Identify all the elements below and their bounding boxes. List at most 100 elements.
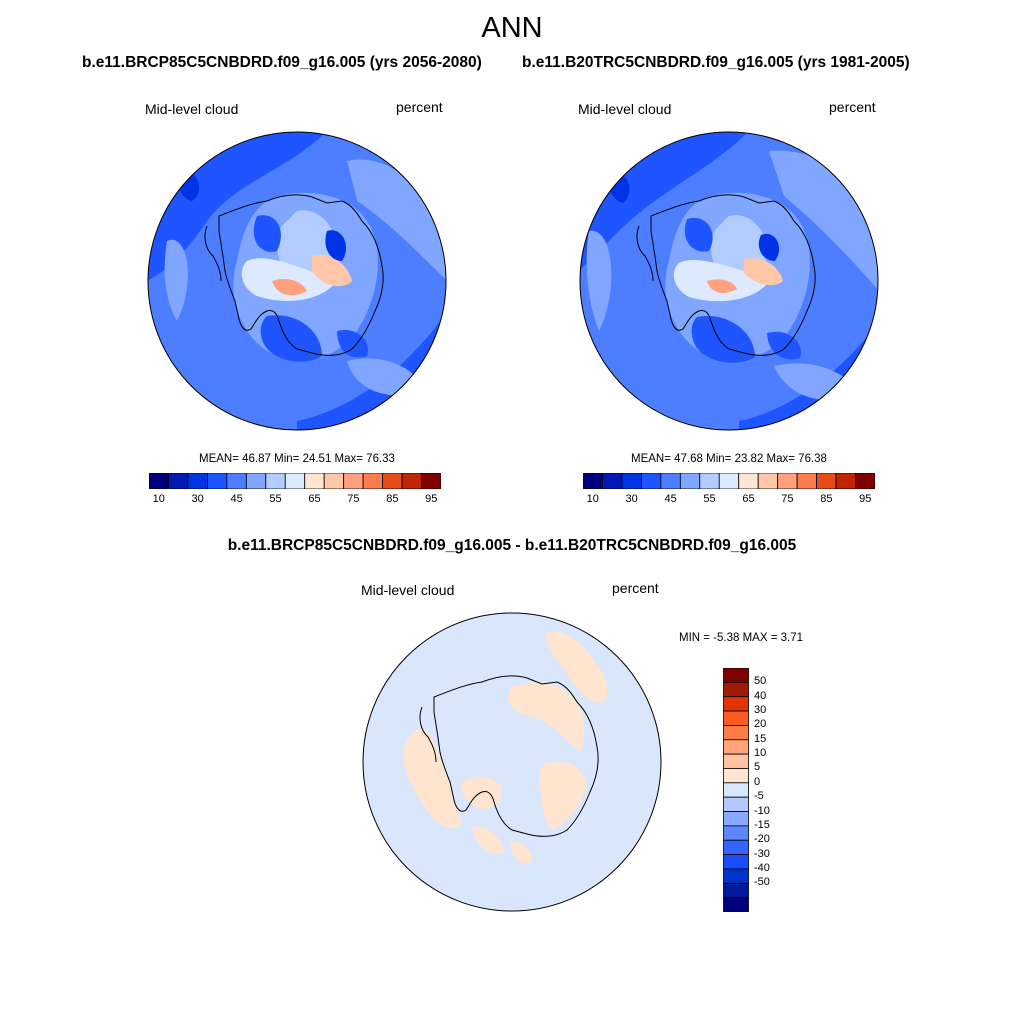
diff-colorbar-swatch — [723, 753, 749, 769]
colorbar-swatch — [777, 473, 798, 489]
panel2-colorbar-ticks: 10 30 45 55 65 75 85 95 — [583, 493, 875, 509]
diff-title: b.e11.BRCP85C5CNBDRD.f09_g16.005 - b.e11… — [227, 537, 797, 554]
colorbar-swatch — [660, 473, 681, 489]
diff-colorbar-swatch — [723, 739, 749, 755]
colorbar-tick-label: 45 — [230, 493, 243, 505]
diff-colorbar-swatch — [723, 854, 749, 870]
diff-colorbar-swatch — [723, 825, 749, 841]
colorbar-swatch — [207, 473, 228, 489]
colorbar-swatch — [362, 473, 383, 489]
panel2-stats: MEAN= 47.68 Min= 23.82 Max= 76.38 — [631, 453, 827, 465]
panel1-variable-label: Mid-level cloud — [145, 101, 239, 117]
diff-colorbar-swatch — [723, 868, 749, 884]
diff-colorbar-tick-label: -30 — [754, 847, 770, 860]
colorbar-tick-label: 45 — [664, 493, 677, 505]
colorbar-swatch — [757, 473, 779, 489]
panel1-colorbar-ticks: 10 30 45 55 65 75 85 95 — [149, 493, 441, 509]
panel2-polar-map — [579, 131, 879, 431]
colorbar-tick-label: 30 — [625, 493, 638, 505]
diff-colorbar-tick-label: -15 — [754, 818, 770, 831]
colorbar-swatch — [245, 473, 267, 489]
panel2-units-label: percent — [829, 99, 876, 115]
diff-colorbar-swatch — [723, 725, 749, 741]
colorbar-swatch — [641, 473, 662, 489]
diff-colorbar-tick-label: -5 — [754, 790, 764, 803]
diff-colorbar-swatch — [723, 668, 749, 683]
colorbar-swatch — [284, 473, 306, 489]
colorbar-tick-label: 30 — [191, 493, 204, 505]
colorbar-swatch — [401, 473, 422, 489]
diff-colorbar-tick-label: 30 — [754, 704, 767, 717]
diff-polar-map — [362, 612, 662, 912]
diff-colorbar-tick-label: 5 — [754, 761, 761, 774]
diff-colorbar-tick-label: -40 — [754, 861, 770, 874]
colorbar-tick-label: 55 — [703, 493, 716, 505]
colorbar-swatch — [718, 473, 740, 489]
colorbar-swatch — [323, 473, 345, 489]
diff-colorbar-swatch — [723, 839, 749, 855]
diff-colorbar-swatch — [723, 796, 749, 812]
colorbar-tick-label: 10 — [586, 493, 599, 505]
diff-colorbar-swatch — [723, 897, 749, 912]
colorbar-swatch — [621, 473, 642, 489]
colorbar-tick-label: 10 — [152, 493, 165, 505]
colorbar-swatch — [855, 473, 875, 489]
colorbar-tick-label: 95 — [425, 493, 438, 505]
diff-units-label: percent — [612, 580, 659, 596]
colorbar-swatch — [816, 473, 837, 489]
figure-title: ANN — [481, 12, 543, 44]
colorbar-tick-label: 65 — [308, 493, 321, 505]
panel1-units-label: percent — [396, 99, 443, 115]
diff-colorbar-tick-label: 15 — [754, 732, 767, 745]
diff-colorbar — [723, 668, 749, 912]
colorbar-tick-label: 75 — [781, 493, 794, 505]
diff-colorbar-swatch — [723, 768, 749, 784]
panel1-colorbar — [149, 473, 441, 489]
colorbar-swatch — [835, 473, 856, 489]
colorbar-swatch — [226, 473, 247, 489]
diff-colorbar-swatch — [723, 882, 749, 899]
colorbar-swatch — [382, 473, 403, 489]
colorbar-swatch — [583, 473, 603, 489]
diff-colorbar-tick-label: 40 — [754, 689, 767, 702]
colorbar-swatch — [168, 473, 189, 489]
diff-colorbar-tick-label: -20 — [754, 833, 770, 846]
panel2-case-title: b.e11.B20TRC5CNBDRD.f09_g16.005 (yrs 198… — [522, 54, 910, 71]
colorbar-swatch — [265, 473, 286, 489]
diff-colorbar-tick-label: -50 — [754, 876, 770, 889]
diff-colorbar-tick-label: 50 — [754, 675, 767, 688]
colorbar-tick-label: 75 — [347, 493, 360, 505]
colorbar-tick-label: 65 — [742, 493, 755, 505]
diff-colorbar-swatch — [723, 710, 749, 726]
colorbar-swatch — [304, 473, 325, 489]
diff-colorbar-swatch — [723, 782, 749, 798]
colorbar-swatch — [187, 473, 208, 489]
colorbar-swatch — [421, 473, 441, 489]
diff-variable-label: Mid-level cloud — [361, 582, 455, 598]
diff-colorbar-ticks: 50 40 30 20 15 10 5 0 -5 -10 -15 -20 -30 -40 -50 — [754, 668, 814, 912]
colorbar-swatch — [738, 473, 759, 489]
colorbar-swatch — [343, 473, 364, 489]
colorbar-tick-label: 85 — [386, 493, 399, 505]
colorbar-swatch — [602, 473, 623, 489]
panel1-case-title: b.e11.BRCP85C5CNBDRD.f09_g16.005 (yrs 20… — [82, 54, 482, 71]
colorbar-swatch — [796, 473, 817, 489]
diff-colorbar-tick-label: 10 — [754, 747, 767, 760]
panel2-variable-label: Mid-level cloud — [578, 101, 672, 117]
diff-colorbar-swatch — [723, 696, 749, 712]
diff-colorbar-swatch — [723, 811, 749, 827]
diff-colorbar-tick-label: 20 — [754, 718, 767, 731]
diff-colorbar-swatch — [723, 681, 749, 698]
diff-stats: MIN = -5.38 MAX = 3.71 — [679, 632, 804, 644]
colorbar-tick-label: 55 — [269, 493, 282, 505]
panel2-colorbar — [583, 473, 875, 489]
colorbar-swatch — [149, 473, 169, 489]
panel1-polar-map — [147, 131, 447, 431]
colorbar-swatch — [679, 473, 701, 489]
colorbar-tick-label: 95 — [859, 493, 872, 505]
colorbar-swatch — [699, 473, 720, 489]
colorbar-tick-label: 85 — [820, 493, 833, 505]
diff-colorbar-tick-label: -10 — [754, 804, 770, 817]
panel1-stats: MEAN= 46.87 Min= 24.51 Max= 76.33 — [199, 453, 395, 465]
diff-colorbar-tick-label: 0 — [754, 775, 761, 788]
